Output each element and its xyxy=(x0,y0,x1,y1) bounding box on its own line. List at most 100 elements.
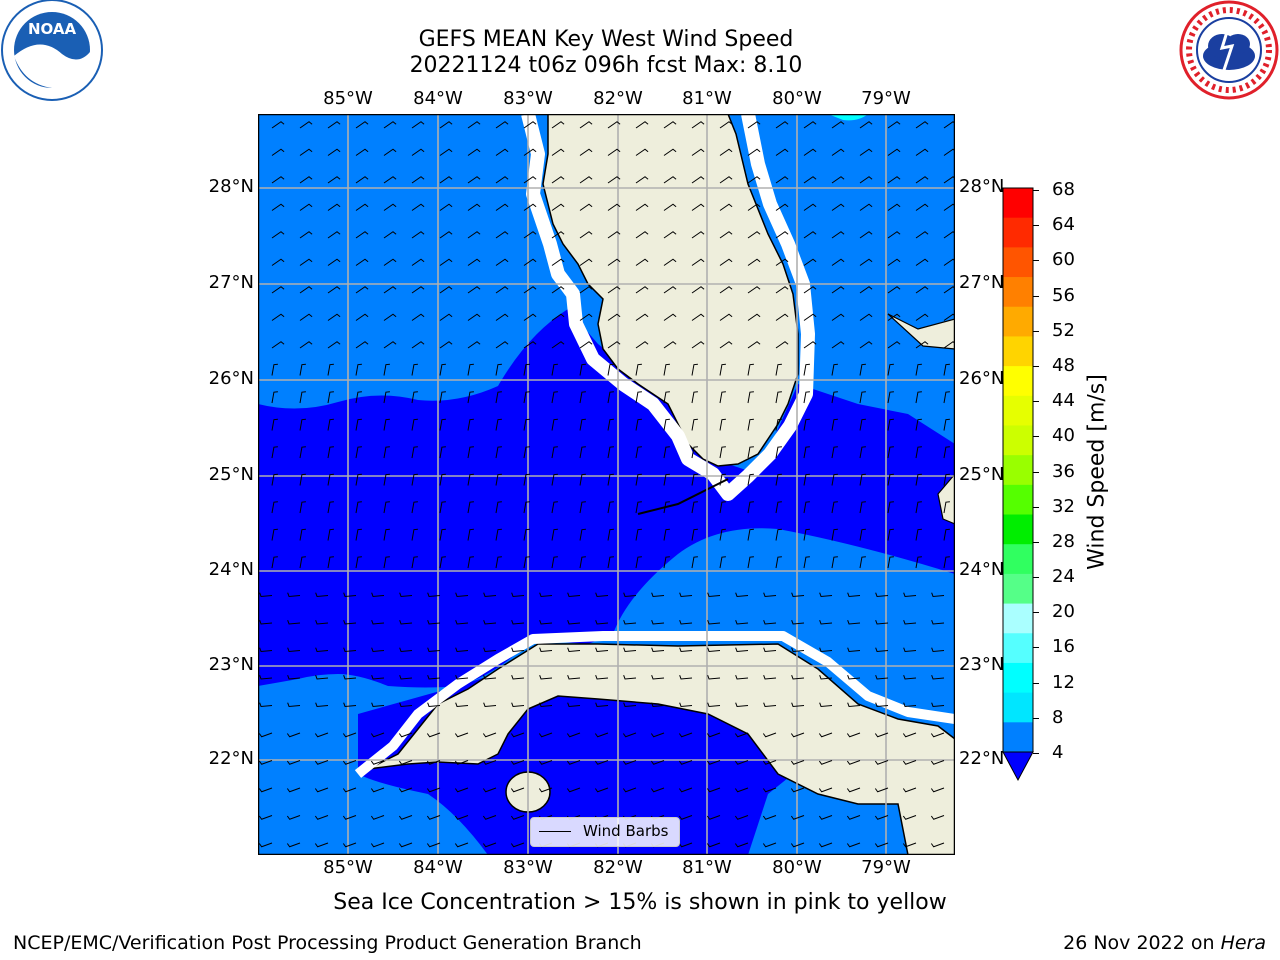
wind-barb xyxy=(663,418,670,431)
wind-barb xyxy=(551,286,565,294)
wind-barb xyxy=(607,341,621,349)
wind-barb xyxy=(706,760,721,765)
wind-barb xyxy=(635,418,642,431)
lat-label-left: 24°N xyxy=(208,559,254,580)
wind-barb xyxy=(691,121,705,129)
wind-barb xyxy=(342,732,357,738)
wind-barb xyxy=(747,363,754,376)
wind-barb xyxy=(271,446,278,459)
wind-barb xyxy=(887,148,901,156)
colorbar-frame xyxy=(1002,187,1034,753)
map-legend: Wind Barbs xyxy=(530,817,680,847)
wind-barb xyxy=(327,528,334,541)
wind-barb xyxy=(355,286,369,294)
wind-barb xyxy=(579,446,586,459)
wind-barb xyxy=(875,592,889,597)
wind-barb xyxy=(567,647,581,652)
wind-barb xyxy=(719,446,726,459)
wind-barb xyxy=(818,787,833,793)
wind-barb xyxy=(258,732,273,738)
wind-barb xyxy=(734,732,749,738)
wind-barb xyxy=(762,760,777,765)
wind-barb xyxy=(915,148,929,156)
wind-barb xyxy=(678,787,693,793)
colorbar-tick-mark xyxy=(1033,225,1039,227)
wind-barb xyxy=(579,473,586,486)
wind-barb xyxy=(467,121,481,129)
wind-barb xyxy=(355,501,362,514)
wind-barb xyxy=(355,203,369,211)
colorbar-tick-mark xyxy=(1033,506,1039,508)
wind-barb xyxy=(775,231,789,239)
wind-barb xyxy=(495,148,509,156)
wind-barb xyxy=(398,815,413,820)
wind-barb xyxy=(903,620,917,625)
wind-barb xyxy=(579,231,593,239)
lon-label-bottom: 80°W xyxy=(772,857,822,878)
wind-barb xyxy=(763,620,777,625)
wind-barb xyxy=(719,341,733,349)
wind-barb xyxy=(651,702,665,707)
wind-barb xyxy=(747,148,761,156)
wind-barb xyxy=(747,231,761,239)
lat-label-left: 23°N xyxy=(208,654,254,675)
wind-barb xyxy=(635,203,649,211)
wind-barb xyxy=(355,446,362,459)
wind-barb xyxy=(511,647,525,652)
wind-barb xyxy=(551,418,558,431)
wind-barb xyxy=(859,258,873,266)
wind-barb xyxy=(355,528,362,541)
wind-barb xyxy=(651,620,665,625)
wind-barb xyxy=(719,148,733,156)
wind-barb xyxy=(355,231,369,239)
wind-barb xyxy=(467,341,481,349)
wind-barb xyxy=(538,787,553,793)
wind-barb xyxy=(327,418,334,431)
wind-barb xyxy=(943,286,955,294)
wind-barb xyxy=(707,675,721,680)
wind-barb xyxy=(679,702,693,707)
wind-barb xyxy=(510,760,525,765)
wind-barb xyxy=(819,702,833,707)
wind-barb xyxy=(775,313,789,321)
colorbar-tick-mark xyxy=(1033,295,1039,297)
lon-label-bottom: 82°W xyxy=(593,857,643,878)
wind-barb xyxy=(538,760,553,765)
wind-barb xyxy=(887,446,894,459)
wind-barb xyxy=(691,556,698,569)
wind-barb xyxy=(874,732,889,738)
wind-barb xyxy=(607,121,621,129)
colorbar-tick-label: 12 xyxy=(1052,671,1075,693)
wind-barb xyxy=(915,231,929,239)
wind-barb xyxy=(678,842,693,848)
colorbar-tick-mark xyxy=(1033,260,1039,262)
wind-barb xyxy=(831,341,845,349)
wind-barb xyxy=(383,363,390,376)
wind-barb xyxy=(747,176,761,184)
wind-barb xyxy=(439,363,446,376)
wind-barb xyxy=(762,732,777,738)
wind-barb xyxy=(623,592,637,597)
wind-barb xyxy=(719,363,726,376)
wind-barb xyxy=(607,418,614,431)
colorbar-tick-label: 28 xyxy=(1052,530,1075,552)
wind-barb xyxy=(510,815,525,820)
wind-barb xyxy=(579,176,593,184)
wind-barb xyxy=(803,121,817,129)
wind-barb xyxy=(887,341,901,349)
wind-barb xyxy=(819,620,833,625)
wind-barb xyxy=(299,363,306,376)
colorbar-segment xyxy=(1003,662,1033,694)
lat-label-right: 24°N xyxy=(959,559,1005,580)
wind-barb xyxy=(859,176,873,184)
wind-barb xyxy=(903,592,917,597)
wind-barb xyxy=(342,815,357,820)
wind-barb xyxy=(315,675,329,680)
wind-barb xyxy=(482,815,497,820)
wind-barb xyxy=(371,675,385,680)
wind-barb xyxy=(859,391,866,404)
wind-barb xyxy=(271,473,278,486)
colorbar-tick-label: 60 xyxy=(1052,249,1075,271)
wind-barb xyxy=(539,592,553,597)
wind-barb xyxy=(651,647,665,652)
